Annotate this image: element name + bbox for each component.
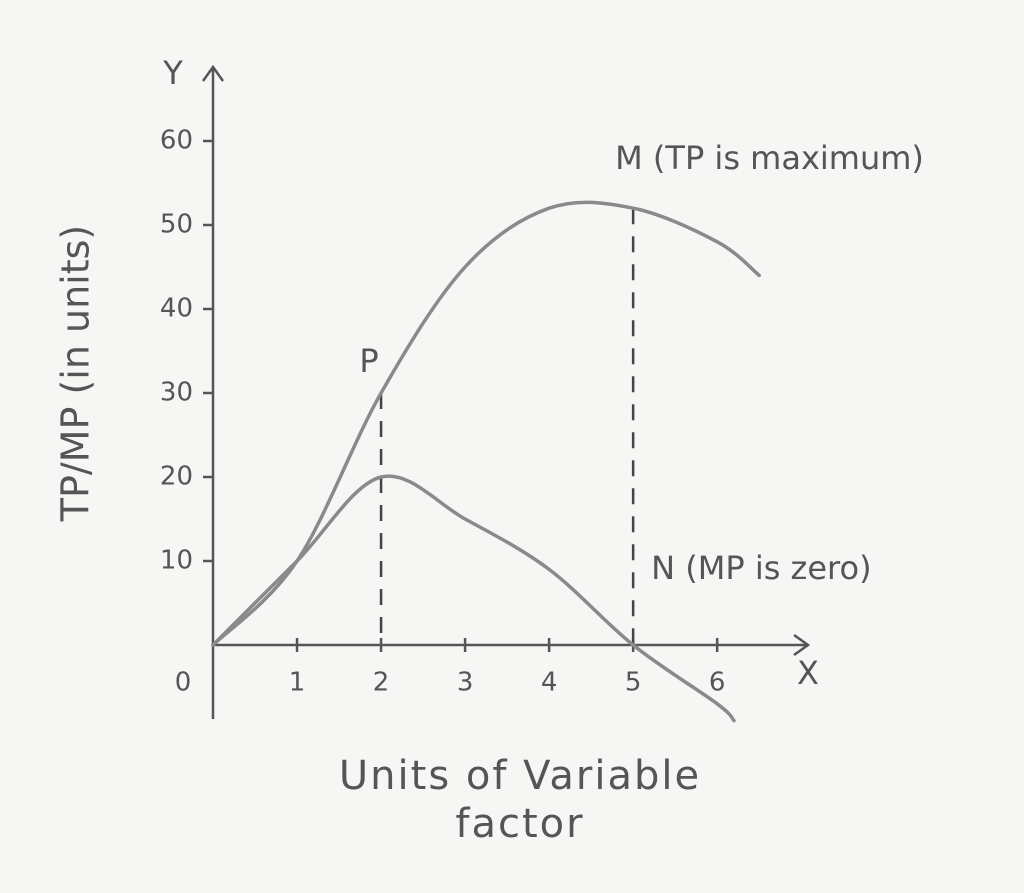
x-axis-name: X xyxy=(797,654,819,692)
curve xyxy=(211,200,761,647)
x-tick-label: 1 xyxy=(289,668,306,698)
annotation: N (MP is zero) xyxy=(651,549,871,587)
y-tick-label: 60 xyxy=(160,126,193,156)
x-axis-label: Units of Variable factor xyxy=(338,753,702,847)
y-axis-arrow xyxy=(201,64,225,82)
curve xyxy=(211,474,736,723)
y-tick-label: 10 xyxy=(160,546,193,576)
x-tick-label: 4 xyxy=(541,668,558,698)
x-tick-label: 0 xyxy=(175,668,192,698)
y-tick-label: 40 xyxy=(160,294,193,324)
x-tick-label: 2 xyxy=(373,668,390,698)
x-tick-label: 3 xyxy=(457,668,474,698)
x-axis-arrow xyxy=(793,633,811,657)
y-axis-name: Y xyxy=(162,54,183,92)
x-tick-label: 5 xyxy=(625,668,642,698)
y-axis-label: TP/MP (in units) xyxy=(54,225,98,523)
y-tick-label: 30 xyxy=(160,378,193,408)
y-tick-label: 20 xyxy=(160,462,193,492)
y-tick-label: 50 xyxy=(160,210,193,240)
annotation: M (TP is maximum) xyxy=(615,139,924,177)
annotation: P xyxy=(359,342,378,380)
x-tick-label: 6 xyxy=(709,668,726,698)
